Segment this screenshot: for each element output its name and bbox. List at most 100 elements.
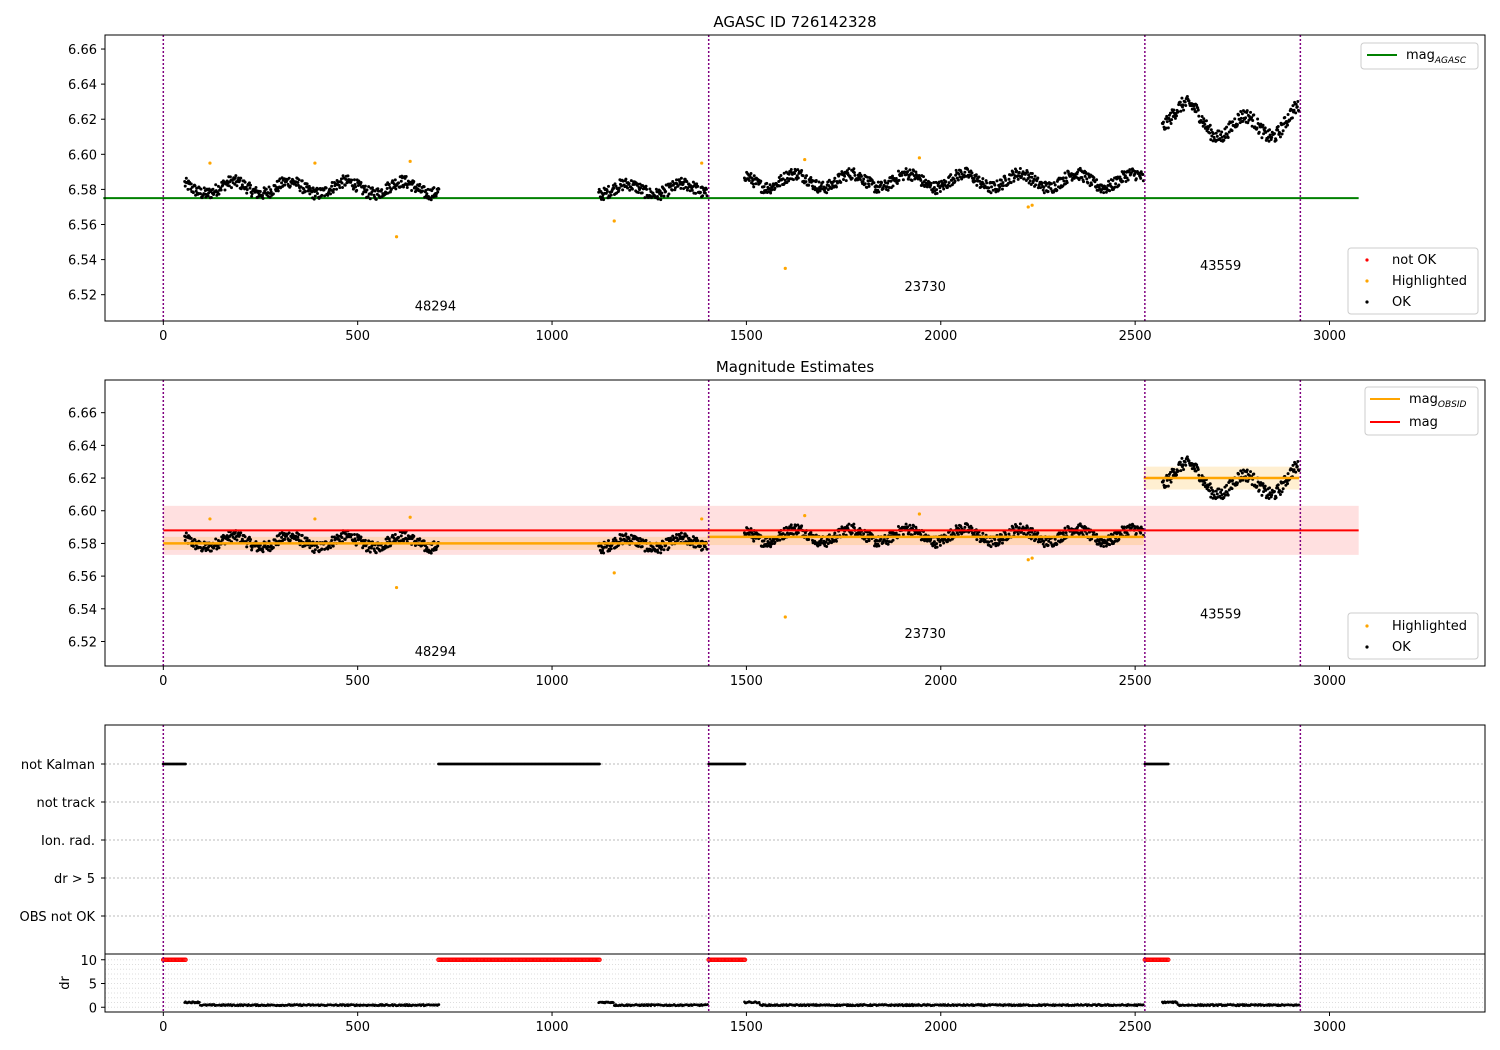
x-tick-label: 1500 <box>730 329 763 344</box>
ok-point <box>842 532 846 536</box>
y-tick-label: 6.64 <box>68 439 97 454</box>
ok-point <box>793 172 797 176</box>
ok-point <box>389 187 393 191</box>
ok-point <box>280 535 284 539</box>
ok-point <box>1052 181 1056 185</box>
ok-point <box>945 185 949 189</box>
ok-point <box>1208 482 1212 486</box>
ok-point <box>1063 526 1067 530</box>
ok-point <box>1002 538 1006 542</box>
ok-point <box>654 187 658 191</box>
ok-point <box>1180 96 1184 100</box>
ok-point <box>979 185 983 189</box>
ok-point <box>189 536 193 540</box>
ok-point <box>705 194 709 198</box>
ok-point <box>412 534 416 538</box>
dr-point <box>757 1001 761 1004</box>
ok-point <box>1086 181 1090 185</box>
ok-point <box>866 179 870 183</box>
ok-point <box>973 179 977 183</box>
ok-point <box>977 175 981 179</box>
ok-point <box>821 180 825 184</box>
obsid-label: 43559 <box>1200 608 1241 623</box>
ok-point <box>209 549 213 553</box>
ok-point <box>752 539 756 543</box>
ok-point <box>993 537 997 541</box>
y-tick-label: 6.60 <box>68 505 97 520</box>
ok-point <box>999 533 1003 537</box>
ok-point <box>350 178 354 182</box>
ok-point <box>938 189 942 193</box>
ok-point <box>243 180 247 184</box>
ok-point <box>1141 173 1145 177</box>
ok-point <box>796 531 800 535</box>
ok-point <box>397 535 401 539</box>
ok-point <box>953 179 957 183</box>
ok-point <box>288 538 292 542</box>
ok-point <box>302 187 306 191</box>
highlighted-point <box>612 219 616 223</box>
ok-point <box>1212 132 1216 136</box>
ok-point <box>685 188 689 192</box>
ok-point <box>1267 139 1271 143</box>
legend-label: OK <box>1392 640 1411 655</box>
ok-point <box>970 526 974 530</box>
ok-point <box>675 178 679 182</box>
ok-point <box>392 182 396 186</box>
ok-point <box>695 182 699 186</box>
ok-point <box>1274 138 1278 142</box>
x-tick-label: 3000 <box>1313 329 1346 344</box>
ok-point <box>644 538 648 542</box>
ok-point <box>206 194 210 198</box>
ok-point <box>394 187 398 191</box>
ok-point <box>1121 179 1125 183</box>
ok-point <box>1128 168 1132 172</box>
ok-point <box>1085 532 1089 536</box>
x-tick-label: 1000 <box>535 674 568 689</box>
ok-point <box>1016 177 1020 181</box>
ok-point <box>248 186 252 190</box>
ok-point <box>824 186 828 190</box>
ok-point <box>1194 469 1198 473</box>
ok-point <box>1166 126 1170 130</box>
ok-point <box>987 540 991 544</box>
ok-point <box>768 537 772 541</box>
ok-point <box>645 187 649 191</box>
ok-point <box>698 544 702 548</box>
ok-point <box>1190 107 1194 111</box>
ok-point <box>1126 178 1130 182</box>
ok-point <box>1049 187 1053 191</box>
ok-point <box>399 534 403 538</box>
ok-point <box>368 197 372 201</box>
ok-point <box>1169 480 1173 484</box>
ok-point <box>998 540 1002 544</box>
legend-box <box>1347 612 1479 660</box>
ok-point <box>1235 123 1239 127</box>
ok-point <box>660 545 664 549</box>
ok-point <box>837 172 841 176</box>
ok-point <box>233 537 237 541</box>
ok-point <box>1231 120 1235 124</box>
ok-point <box>1164 126 1168 130</box>
ok-point <box>769 545 773 549</box>
ok-point <box>669 182 673 186</box>
ok-point <box>184 531 188 535</box>
ok-point <box>969 174 973 178</box>
ok-point <box>701 547 705 551</box>
ok-point <box>1260 493 1264 497</box>
ok-point <box>998 185 1002 189</box>
ok-point <box>906 170 910 174</box>
ok-point <box>824 540 828 544</box>
ok-point <box>660 191 664 195</box>
ok-point <box>1230 129 1234 133</box>
ok-point <box>387 183 391 187</box>
ok-point <box>990 185 994 189</box>
ok-point <box>271 546 275 550</box>
ok-point <box>1179 469 1183 473</box>
y-tick-label: 6.56 <box>68 570 97 585</box>
x-tick-label: 2000 <box>924 674 957 689</box>
ok-point <box>781 532 785 536</box>
ok-point <box>804 180 808 184</box>
ok-point <box>1208 123 1212 127</box>
ok-point <box>602 198 606 202</box>
